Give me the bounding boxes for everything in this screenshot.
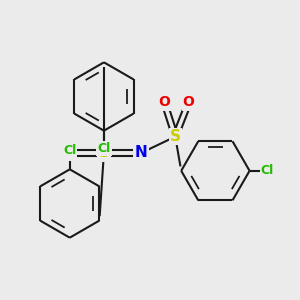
- Text: S: S: [170, 129, 181, 144]
- Text: Cl: Cl: [261, 164, 274, 177]
- Text: N: N: [135, 146, 148, 160]
- Text: O: O: [61, 146, 73, 160]
- Text: Cl: Cl: [97, 142, 111, 155]
- Text: S: S: [98, 146, 110, 160]
- Text: O: O: [158, 95, 170, 110]
- Text: Cl: Cl: [63, 144, 76, 158]
- Text: O: O: [183, 95, 195, 110]
